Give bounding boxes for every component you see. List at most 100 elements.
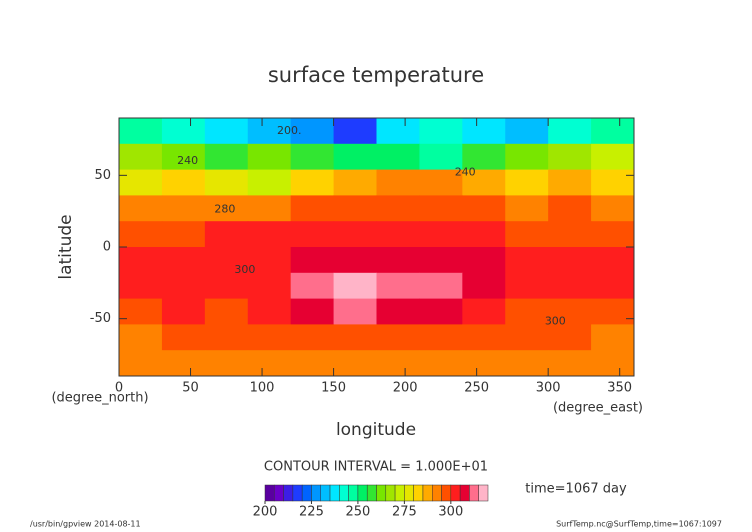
cell	[333, 221, 377, 248]
cell	[591, 195, 635, 222]
cell	[591, 169, 635, 196]
cell	[333, 324, 377, 351]
cell	[376, 169, 420, 196]
cell	[204, 169, 249, 196]
cell	[505, 118, 549, 145]
cell	[462, 169, 506, 196]
cell	[333, 195, 377, 222]
cell	[290, 118, 335, 145]
y-tick-label: 0	[103, 240, 111, 255]
cell	[161, 247, 206, 274]
cell	[376, 221, 420, 248]
cell	[548, 324, 592, 351]
cell	[462, 221, 506, 248]
x-unit: (degree_east)	[553, 401, 643, 416]
cell	[462, 324, 506, 351]
cell	[204, 221, 249, 248]
cell	[204, 324, 249, 351]
cell	[119, 195, 163, 222]
cell	[119, 350, 163, 377]
cell	[505, 350, 549, 377]
cell	[376, 195, 420, 222]
x-tick-label: 50	[182, 381, 199, 396]
cell	[333, 118, 377, 145]
colorbar-swatch	[301, 484, 312, 502]
cell	[204, 247, 249, 274]
cell	[204, 272, 249, 300]
x-tick-label: 200	[393, 381, 418, 396]
cell	[376, 247, 420, 274]
cell	[161, 169, 206, 196]
cell	[548, 118, 592, 145]
cell	[591, 143, 635, 171]
cell	[290, 247, 335, 274]
colorbar-swatch	[422, 484, 433, 502]
cell	[161, 298, 206, 325]
cell	[204, 350, 249, 377]
cell	[161, 350, 206, 377]
cell	[548, 143, 592, 171]
cell	[247, 118, 292, 145]
cell	[591, 221, 635, 248]
colorbar-swatch	[469, 484, 479, 502]
contour-label: 280	[214, 203, 235, 216]
cell	[119, 143, 163, 171]
cell	[290, 143, 335, 171]
cell	[419, 195, 463, 222]
colorbar-swatch	[385, 484, 396, 502]
cell	[247, 324, 292, 351]
y-axis-label: latitude	[56, 214, 76, 279]
cell	[591, 298, 635, 325]
time-label: time=1067 day	[525, 482, 627, 497]
chart-title: surface temperature	[268, 63, 484, 87]
cell	[462, 298, 506, 325]
colorbar-swatch	[404, 484, 414, 502]
cell	[290, 195, 335, 222]
cell	[548, 272, 592, 300]
cell	[419, 298, 463, 325]
cell	[548, 221, 592, 248]
cell	[505, 221, 549, 248]
cell	[462, 247, 506, 274]
cell	[204, 143, 249, 171]
cell	[161, 272, 206, 300]
cell	[376, 350, 420, 377]
cell	[591, 118, 635, 145]
cell	[247, 298, 292, 325]
cell	[204, 298, 249, 325]
x-tick-label: 0	[115, 381, 123, 396]
contour-label: 300	[545, 315, 566, 328]
cell	[462, 118, 506, 145]
colorbar-swatch	[376, 484, 387, 502]
colorbar-tick-label: 300	[438, 505, 463, 520]
cell	[419, 143, 463, 171]
cell	[119, 298, 163, 325]
cell	[161, 324, 206, 351]
footer-left: /usr/bin/gpview 2014-08-11	[30, 520, 141, 529]
cell	[505, 195, 549, 222]
cell	[119, 169, 163, 196]
colorbar-swatch	[432, 484, 442, 502]
contour-label: 240	[455, 165, 476, 178]
colorbar-swatch	[478, 484, 489, 502]
colorbar-swatch	[274, 484, 284, 502]
cell	[462, 272, 506, 300]
contour-label: 200.	[277, 124, 302, 137]
cell	[505, 298, 549, 325]
cell	[505, 324, 549, 351]
cell	[548, 247, 592, 274]
cell	[548, 195, 592, 222]
colorbar-swatch	[348, 484, 359, 502]
cell	[333, 350, 377, 377]
cell	[505, 143, 549, 171]
cell	[548, 298, 592, 325]
cell	[290, 350, 335, 377]
colorbar-tick-label: 225	[299, 505, 324, 520]
colorbar-swatch	[292, 484, 303, 502]
cell	[290, 298, 335, 325]
y-unit: (degree_north)	[51, 391, 148, 406]
colorbar-swatch	[366, 484, 377, 502]
colorbar-swatch	[459, 484, 470, 502]
cell	[419, 247, 463, 274]
